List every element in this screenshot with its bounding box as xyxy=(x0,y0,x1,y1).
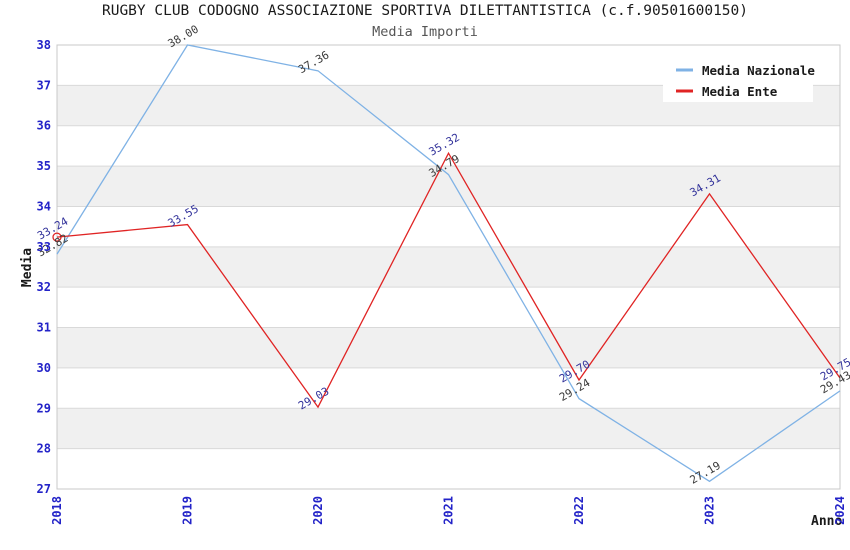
chart-title: RUGBY CLUB CODOGNO ASSOCIAZIONE SPORTIVA… xyxy=(101,3,748,19)
chart-subtitle: Media Importi xyxy=(372,24,478,40)
legend-label: Media Nazionale xyxy=(702,63,815,78)
y-tick-label: 37 xyxy=(37,78,51,92)
legend-background xyxy=(663,50,813,102)
x-tick-label: 2019 xyxy=(181,496,195,525)
data-label-group: 37.36 xyxy=(296,48,331,76)
y-tick-label: 29 xyxy=(37,401,51,415)
x-tick-label: 2024 xyxy=(833,496,847,525)
y-tick-label: 28 xyxy=(37,442,51,456)
y-tick-label: 34 xyxy=(37,199,51,213)
plot-band xyxy=(57,408,840,449)
x-tick-label: 2022 xyxy=(572,496,586,525)
y-tick-label: 30 xyxy=(37,361,51,375)
plot-border xyxy=(56,44,841,490)
legend-item-media-nazionale: Media Nazionale xyxy=(676,63,815,78)
x-tick-label: 2018 xyxy=(50,496,64,525)
y-tick-label: 27 xyxy=(37,482,51,496)
legend: Media Nazionale Media Ente xyxy=(663,50,815,102)
series-line-media-ente xyxy=(56,151,841,409)
first-point-marker-media-ente xyxy=(52,232,62,242)
plot-band xyxy=(57,166,840,207)
y-tick-label: 33 xyxy=(37,240,51,254)
y-tick-label: 31 xyxy=(37,321,51,335)
y-tick-label: 32 xyxy=(37,280,51,294)
y-tick-label: 36 xyxy=(37,119,51,133)
legend-item-media-ente: Media Ente xyxy=(676,84,778,99)
plot-band xyxy=(57,327,840,368)
x-axis-title: Anno xyxy=(811,514,843,529)
y-tick-label: 35 xyxy=(37,159,51,173)
data-label: 27.19 xyxy=(688,459,723,487)
x-tick-label: 2021 xyxy=(442,496,456,525)
plot-band xyxy=(57,246,840,288)
x-tick-label: 2023 xyxy=(703,496,717,525)
data-label: 37.36 xyxy=(296,48,331,76)
legend-label: Media Ente xyxy=(702,84,778,99)
x-tick-label: 2020 xyxy=(311,496,325,525)
series-line-media-nazionale xyxy=(56,44,841,483)
y-tick-label: 38 xyxy=(37,38,51,52)
data-label-group: 27.19 xyxy=(688,459,723,487)
